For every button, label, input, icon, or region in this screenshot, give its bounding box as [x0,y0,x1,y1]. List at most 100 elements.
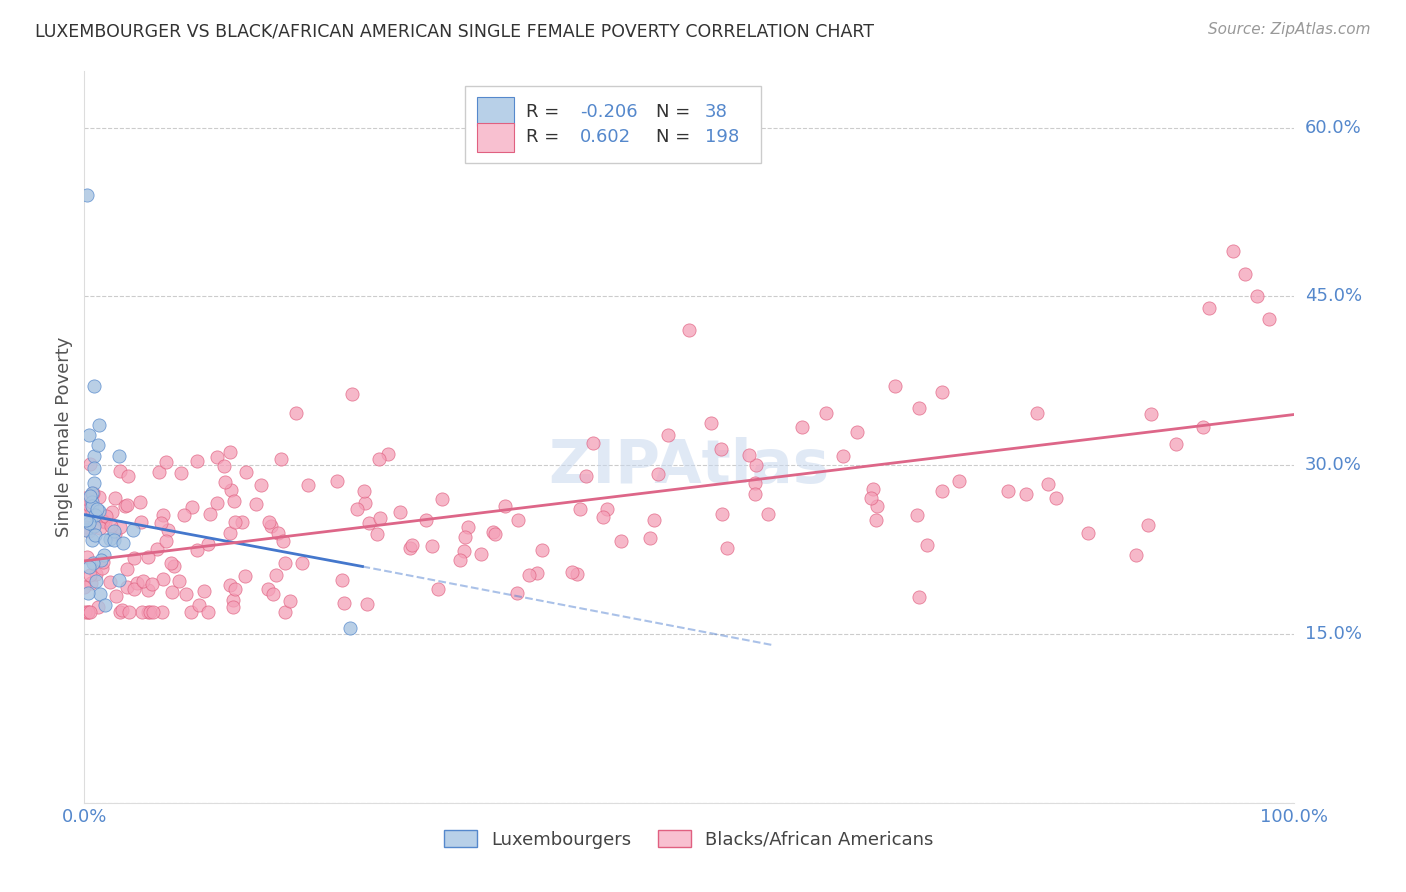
Point [87,438,110,452]
Point [997,484,1019,499]
Point [700,416,723,430]
Point [449,553,471,567]
Point [152,508,174,522]
Point [883,379,905,393]
Point [115,562,138,576]
Point [118,605,141,619]
Point [80,533,103,548]
Point [1140,408,1163,422]
Point [205,450,228,465]
FancyBboxPatch shape [478,97,513,127]
Point [77,605,100,619]
Point [112,536,135,550]
Point [108,464,131,478]
Point [82,503,104,517]
Point [79,489,101,503]
Point [1166,437,1188,451]
Point [200,507,222,521]
Point [89,587,111,601]
Point [1192,419,1215,434]
Point [93,533,115,547]
Point [93,598,115,612]
Point [94,509,117,524]
Point [596,502,619,516]
Point [291,556,314,570]
Point [104,491,127,505]
Point [526,566,548,580]
Point [1258,312,1281,326]
Text: R =: R = [526,128,571,146]
Point [84,574,107,588]
Point [75,513,97,527]
Point [89,521,111,535]
Point [561,565,583,579]
Point [83,519,105,533]
Point [245,497,267,511]
Point [87,490,110,504]
Point [75,523,97,537]
Point [214,475,236,489]
Point [77,427,100,442]
Point [610,534,633,549]
Point [224,582,246,597]
Text: 30.0%: 30.0% [1305,456,1361,475]
Legend: Luxembourgers, Blacks/African Americans: Luxembourgers, Blacks/African Americans [444,830,934,848]
Point [494,499,516,513]
Point [108,520,131,534]
Point [80,575,103,590]
Text: 15.0%: 15.0% [1305,625,1361,643]
Point [103,533,125,547]
Text: N =: N = [657,128,696,146]
Point [93,514,115,528]
Point [76,188,98,202]
Point [84,508,107,522]
Point [905,508,928,522]
Point [260,519,283,533]
Point [368,452,391,467]
Point [1222,244,1244,259]
FancyBboxPatch shape [465,86,762,163]
Point [108,605,131,619]
Point [93,548,115,562]
Point [76,605,98,619]
Point [86,599,108,614]
Point [470,547,492,561]
Point [77,560,100,574]
Point [1198,301,1220,315]
Point [79,516,101,530]
Point [643,513,665,527]
Point [815,406,838,420]
Point [186,454,208,468]
Point [79,457,101,471]
Point [136,605,159,619]
Point [1246,289,1268,303]
Point [98,532,121,546]
Point [197,605,219,619]
Point [148,465,170,479]
Text: 60.0%: 60.0% [1305,119,1361,136]
Point [87,417,110,432]
Point [250,478,273,492]
Point [222,592,245,607]
Point [132,574,155,589]
Point [83,475,105,490]
Point [948,474,970,488]
FancyBboxPatch shape [478,122,513,152]
Point [104,527,127,541]
Text: Source: ZipAtlas.com: Source: ZipAtlas.com [1208,22,1371,37]
Point [231,515,253,529]
Point [73,580,96,594]
Point [142,605,165,619]
Point [908,590,931,604]
Point [368,510,391,524]
Point [146,542,169,557]
Point [481,525,503,540]
Point [353,496,375,510]
Point [457,520,479,534]
Point [860,491,883,505]
Point [267,525,290,540]
Point [111,603,134,617]
Point [224,515,246,529]
Point [257,582,280,596]
Point [744,487,766,501]
